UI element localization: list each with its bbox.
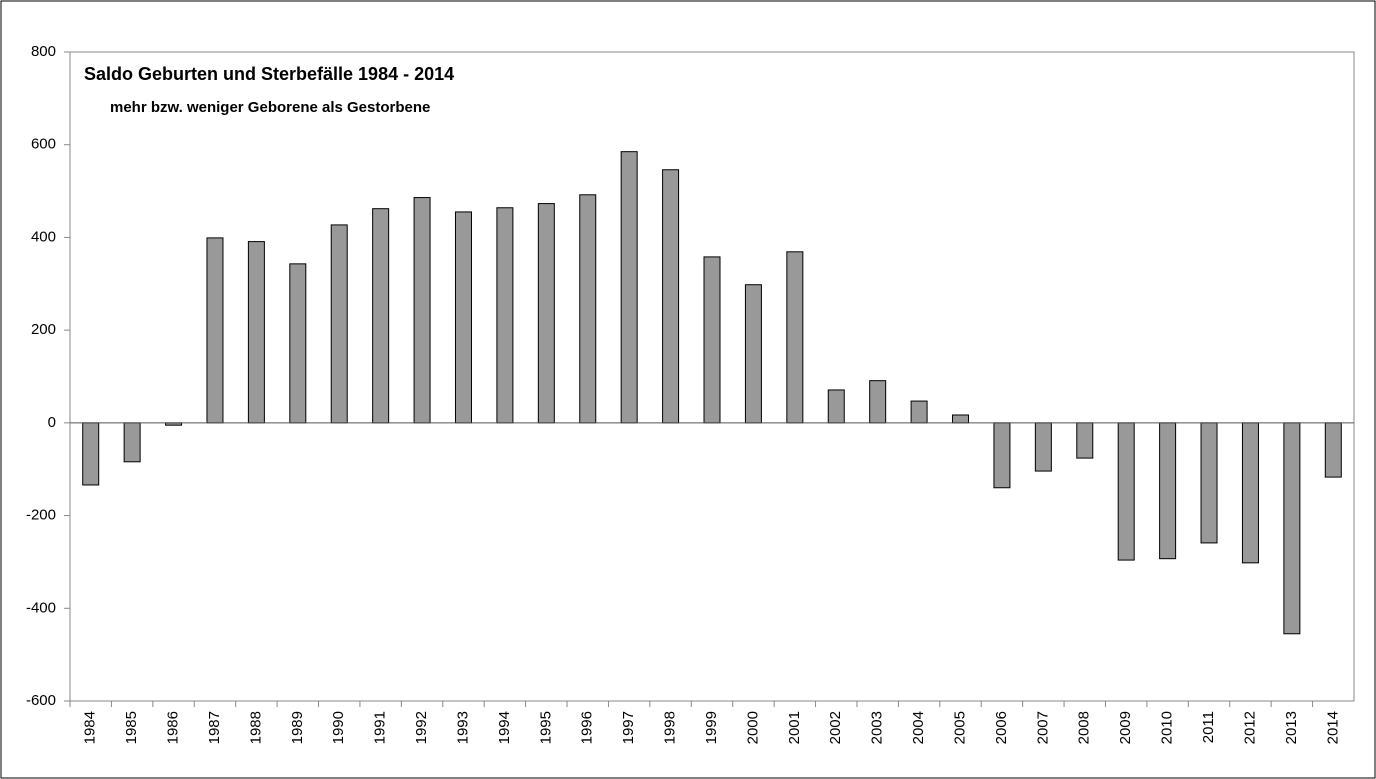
bar	[454, 211, 472, 424]
bar	[330, 224, 348, 424]
chart-title: Saldo Geburten und Sterbefälle 1984 - 20…	[84, 64, 454, 84]
y-tick-label: 0	[48, 414, 56, 431]
bar	[82, 422, 100, 486]
x-tick-label: 2006	[993, 711, 1010, 744]
x-tick-label: 2013	[1283, 711, 1300, 744]
bar	[372, 208, 390, 424]
chart-subtitle: mehr bzw. weniger Geborene als Gestorben…	[110, 99, 430, 116]
bar	[537, 203, 555, 424]
y-tick-label: 800	[31, 43, 56, 60]
x-tick-label: 2007	[1034, 711, 1051, 744]
bar	[496, 207, 514, 424]
bar	[123, 422, 141, 463]
bar	[744, 284, 762, 424]
x-tick-label: 2011	[1200, 711, 1217, 743]
bar	[1241, 422, 1259, 564]
x-tick-label: 2012	[1241, 711, 1258, 744]
y-tick-label: 200	[31, 321, 56, 338]
bar	[289, 263, 307, 424]
bar	[620, 151, 638, 424]
bar	[827, 389, 845, 424]
y-tick-label: 400	[31, 228, 56, 245]
x-tick-label: 1999	[703, 711, 720, 744]
x-tick-label: 1991	[372, 711, 389, 744]
bar	[247, 241, 265, 424]
bar	[1324, 422, 1342, 478]
x-tick-label: 2009	[1117, 711, 1134, 744]
x-tick-label: 1986	[165, 711, 182, 744]
x-tick-label: 1985	[123, 711, 140, 744]
bar	[413, 197, 431, 424]
x-tick-label: 1987	[206, 711, 223, 744]
x-tick-label: 2008	[1076, 711, 1093, 744]
x-tick-label: 2010	[1159, 711, 1176, 744]
bar	[1076, 422, 1094, 459]
bar	[1159, 422, 1177, 560]
x-tick-label: 1998	[662, 711, 679, 744]
bar	[662, 169, 680, 424]
x-tick-label: 2002	[827, 711, 844, 744]
bar	[1200, 422, 1218, 544]
x-tick-label: 1984	[82, 711, 99, 744]
x-tick-label: 2000	[744, 711, 761, 744]
x-tick-label: 1992	[413, 711, 430, 744]
bar	[869, 380, 887, 424]
x-tick-label: 2001	[786, 711, 803, 744]
x-tick-label: 1997	[620, 711, 637, 744]
x-tick-label: 1989	[289, 711, 306, 744]
x-tick-label: 1988	[247, 711, 264, 744]
x-tick-label: 2014	[1324, 711, 1341, 744]
x-tick-label: 2005	[951, 711, 968, 744]
x-tick-label: 1995	[537, 711, 554, 744]
x-tick-label: 2004	[910, 711, 927, 744]
bar	[206, 237, 224, 424]
x-tick-label: 2003	[869, 711, 886, 744]
y-tick-label: -200	[26, 507, 56, 524]
bar	[1117, 422, 1135, 561]
bar	[952, 414, 970, 424]
x-tick-label: 1993	[454, 711, 471, 744]
plot-frame	[69, 51, 1355, 702]
bar	[910, 400, 928, 424]
x-tick-label: 1994	[496, 711, 513, 744]
bar	[579, 194, 597, 424]
y-tick-label: 600	[31, 136, 56, 153]
bar	[1034, 422, 1052, 472]
bar	[703, 256, 721, 424]
y-tick-label: -400	[26, 599, 56, 616]
bar	[993, 422, 1011, 489]
bar	[1283, 422, 1301, 635]
bar	[786, 251, 804, 424]
x-tick-label: 1996	[579, 711, 596, 744]
y-tick-label: -600	[26, 692, 56, 709]
x-tick-label: 1990	[330, 711, 347, 744]
